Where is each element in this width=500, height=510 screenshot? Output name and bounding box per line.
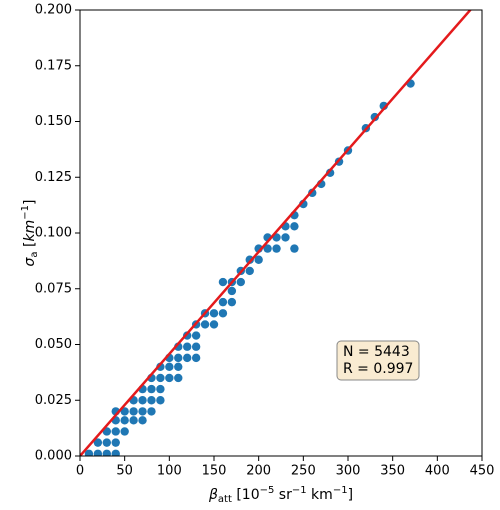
x-label-part: ]: [348, 487, 353, 503]
x-label-part: −1: [333, 485, 348, 496]
y-tick-label: 0.200: [35, 3, 72, 18]
point: [174, 353, 183, 363]
point: [93, 449, 103, 456]
point: [165, 373, 174, 383]
point: [254, 255, 263, 264]
y-label-part: a: [29, 251, 40, 257]
point: [147, 396, 156, 405]
point: [120, 427, 129, 436]
point: [227, 297, 237, 307]
point: [308, 188, 317, 198]
y-label-part: [: [22, 242, 38, 252]
point: [174, 362, 183, 371]
x-label-part: att: [218, 494, 232, 505]
point: [245, 266, 254, 276]
point: [156, 373, 165, 383]
y-label-part: σ: [22, 256, 38, 266]
y-tick-label: 0.100: [35, 226, 72, 241]
x-tick-label: 350: [380, 464, 405, 479]
point: [174, 373, 183, 383]
point: [191, 353, 201, 363]
point: [263, 244, 272, 253]
point: [102, 438, 112, 447]
point: [290, 222, 299, 231]
point: [84, 449, 94, 456]
y-label-part: ]: [22, 200, 38, 205]
x-tick-label: 200: [246, 464, 271, 479]
x-label-part: sr: [274, 487, 292, 503]
y-axis-label: σa [km−1]: [20, 200, 40, 267]
annotation: N = 5443: [343, 344, 410, 360]
annotation-box: [336, 340, 420, 381]
point: [138, 407, 147, 416]
point: [93, 438, 103, 447]
x-label-part: [10: [232, 487, 260, 503]
annotation: R = 0.997: [343, 361, 413, 377]
y-tick-label: 0.000: [35, 449, 72, 464]
x-label-part: km: [307, 487, 333, 503]
point: [147, 384, 156, 394]
point: [111, 449, 120, 456]
point: [183, 342, 192, 351]
point: [290, 244, 299, 253]
point: [111, 438, 120, 447]
point: [138, 396, 147, 405]
y-label-part: −1: [20, 205, 31, 220]
point: [236, 277, 245, 287]
point: [218, 277, 228, 287]
y-tick-label: 0.050: [35, 337, 72, 352]
plot-area: [80, 10, 472, 456]
point: [209, 320, 219, 329]
x-tick-label: 50: [116, 464, 133, 479]
x-axis-label: βatt [10−5 sr−1 km−1]: [208, 485, 353, 505]
point: [120, 416, 129, 425]
point: [138, 416, 147, 425]
point: [191, 342, 201, 351]
point: [245, 255, 254, 264]
point: [129, 416, 138, 425]
point: [111, 427, 120, 436]
y-tick-label: 0.075: [35, 281, 72, 296]
point: [183, 353, 192, 363]
x-tick-label: 250: [291, 464, 316, 479]
point: [129, 407, 138, 416]
y-tick-label: 0.150: [35, 114, 72, 129]
y-tick-label: 0.175: [35, 58, 72, 73]
point: [147, 407, 156, 416]
point: [120, 407, 129, 416]
x-tick-label: 450: [470, 464, 495, 479]
point: [165, 362, 174, 371]
x-tick-label: 300: [336, 464, 361, 479]
point: [272, 244, 281, 253]
y-label-part: km: [22, 220, 38, 242]
point: [156, 396, 165, 405]
x-tick-label: 150: [202, 464, 227, 479]
x-label-part: −1: [292, 485, 307, 496]
point: [191, 331, 201, 340]
axes-frame: [79, 9, 483, 457]
point: [102, 449, 111, 456]
point: [218, 297, 228, 307]
point: [209, 309, 219, 318]
x-label-part: −5: [260, 485, 275, 496]
x-tick-label: 100: [157, 464, 182, 479]
fit-line: [80, 10, 472, 456]
point: [218, 309, 228, 318]
y-tick-label: 0.125: [35, 170, 72, 185]
x-label-part: β: [208, 487, 218, 503]
x-tick-label: 0: [76, 464, 84, 479]
point: [227, 286, 237, 296]
point: [281, 233, 290, 242]
point: [200, 320, 210, 329]
y-tick-label: 0.025: [35, 393, 72, 408]
x-tick-label: 400: [425, 464, 450, 479]
point: [156, 384, 165, 394]
